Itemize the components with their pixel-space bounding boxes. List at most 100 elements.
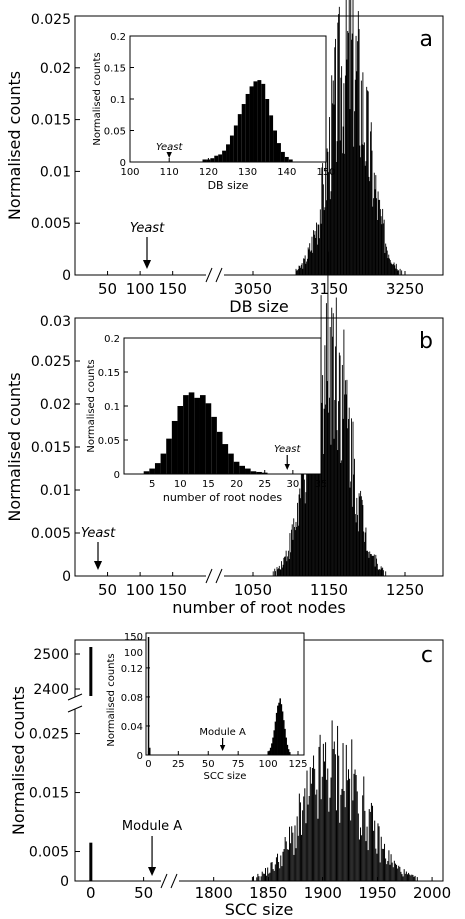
histogram-bar [359,145,361,275]
histogram-bar [367,91,369,275]
histogram-bar [343,790,345,881]
inset-x-tick-label: 140 [277,167,296,178]
histogram-bar [410,875,412,881]
histogram-bar [348,0,350,275]
histogram-bar [373,830,375,881]
inset-x-tick-label: 130 [238,167,257,178]
y-tick-label: 0.03 [40,314,71,330]
histogram-bar [295,848,297,881]
inset-x-tick-label: 10 [174,479,187,490]
histogram-bar [354,111,355,275]
histogram-bar [297,269,299,275]
histogram-bar [329,199,331,275]
histogram-bar [352,800,354,881]
inset-bar [286,744,289,755]
histogram-bar [315,237,317,275]
histogram-bar [383,219,385,275]
inset-bar [249,86,254,162]
annotation-arrowhead [219,745,226,751]
x-tick-label: 50 [98,581,117,599]
histogram-bar [303,258,305,275]
inset-y-tick-label: 150 [124,632,143,643]
histogram-bar [394,863,396,881]
histogram-bar [376,853,378,881]
histogram-bar [363,145,365,275]
histogram-bar [341,460,343,576]
histogram-bar [262,873,264,881]
inset-y-tick-label: 0.2 [110,32,126,43]
inset-bar [160,453,167,474]
histogram-bar [382,570,384,576]
histogram-bar [351,33,353,276]
histogram-bar [293,854,295,881]
histogram-bar [352,421,354,576]
histogram-bar [290,843,292,881]
histogram-bar [308,249,310,275]
histogram-bar [344,394,346,576]
histogram-bar [339,822,341,881]
histogram-bar [375,554,377,576]
inset-bar [280,704,283,755]
inset-bar [218,154,223,162]
histogram-bar [336,141,338,275]
histogram-bar [346,379,348,576]
y-tick-label: 0.025 [31,354,71,370]
x-tick-label: 2000 [413,884,451,902]
annotation-label: Yeast [130,221,165,236]
histogram-bar [379,209,381,275]
histogram-bar [354,79,356,275]
inset-bar [287,749,290,755]
histogram-bar [329,327,331,576]
histogram-bar [382,208,384,275]
y-tick-label: 2400 [33,682,69,698]
y-axis-label: Normalised counts [5,71,24,220]
inset-bar [233,461,240,474]
histogram-bar [285,550,287,576]
histogram-bar [287,556,289,576]
histogram-bar [379,569,381,576]
y-tick-label: 0.005 [31,216,71,232]
inset-bar [281,711,284,755]
histogram-bar [358,839,360,881]
x-tick-label: 3050 [234,280,272,298]
histogram-bar [287,550,289,576]
histogram-bar [315,466,317,576]
y-axis-break-mark [67,705,83,713]
histogram-bar [284,556,286,576]
histogram-bar [346,59,348,276]
histogram-bar [304,503,306,576]
histogram-bar [360,490,362,576]
inset-bar [288,159,293,162]
histogram-bar [363,541,365,576]
y-tick-label: 0.01 [40,164,71,180]
histogram-bar [337,450,339,576]
inset-y-tick-label: 0.2 [104,334,120,345]
histogram-bar [347,769,349,881]
histogram-bar [313,230,314,275]
histogram-bar [361,499,363,576]
histogram-bar [330,777,332,881]
axis-break-mark [170,873,178,889]
x-tick-label: 0 [86,884,96,902]
annotation-label: Module A [122,819,182,834]
inset-y-tick-label: 0.1 [104,402,120,413]
histogram-bar [319,209,321,275]
histogram-bar [370,802,372,881]
histogram-bar [265,868,267,881]
y-axis-break-gap [69,697,81,709]
histogram-bar [299,802,301,881]
inset-bar [148,747,151,755]
histogram-bar [353,773,355,881]
histogram-bar [366,826,368,881]
histogram-bar [278,568,279,576]
inset-bar [256,471,262,474]
y-tick-label: 0.015 [31,113,71,129]
histogram-bar [270,862,272,881]
inset-bar [265,99,270,162]
inset-bar [280,151,285,162]
histogram-bar [393,860,395,881]
x-axis-label: DB size [229,297,288,316]
histogram-bar [309,243,311,275]
histogram-bar [301,263,303,275]
histogram-bar [295,268,297,275]
